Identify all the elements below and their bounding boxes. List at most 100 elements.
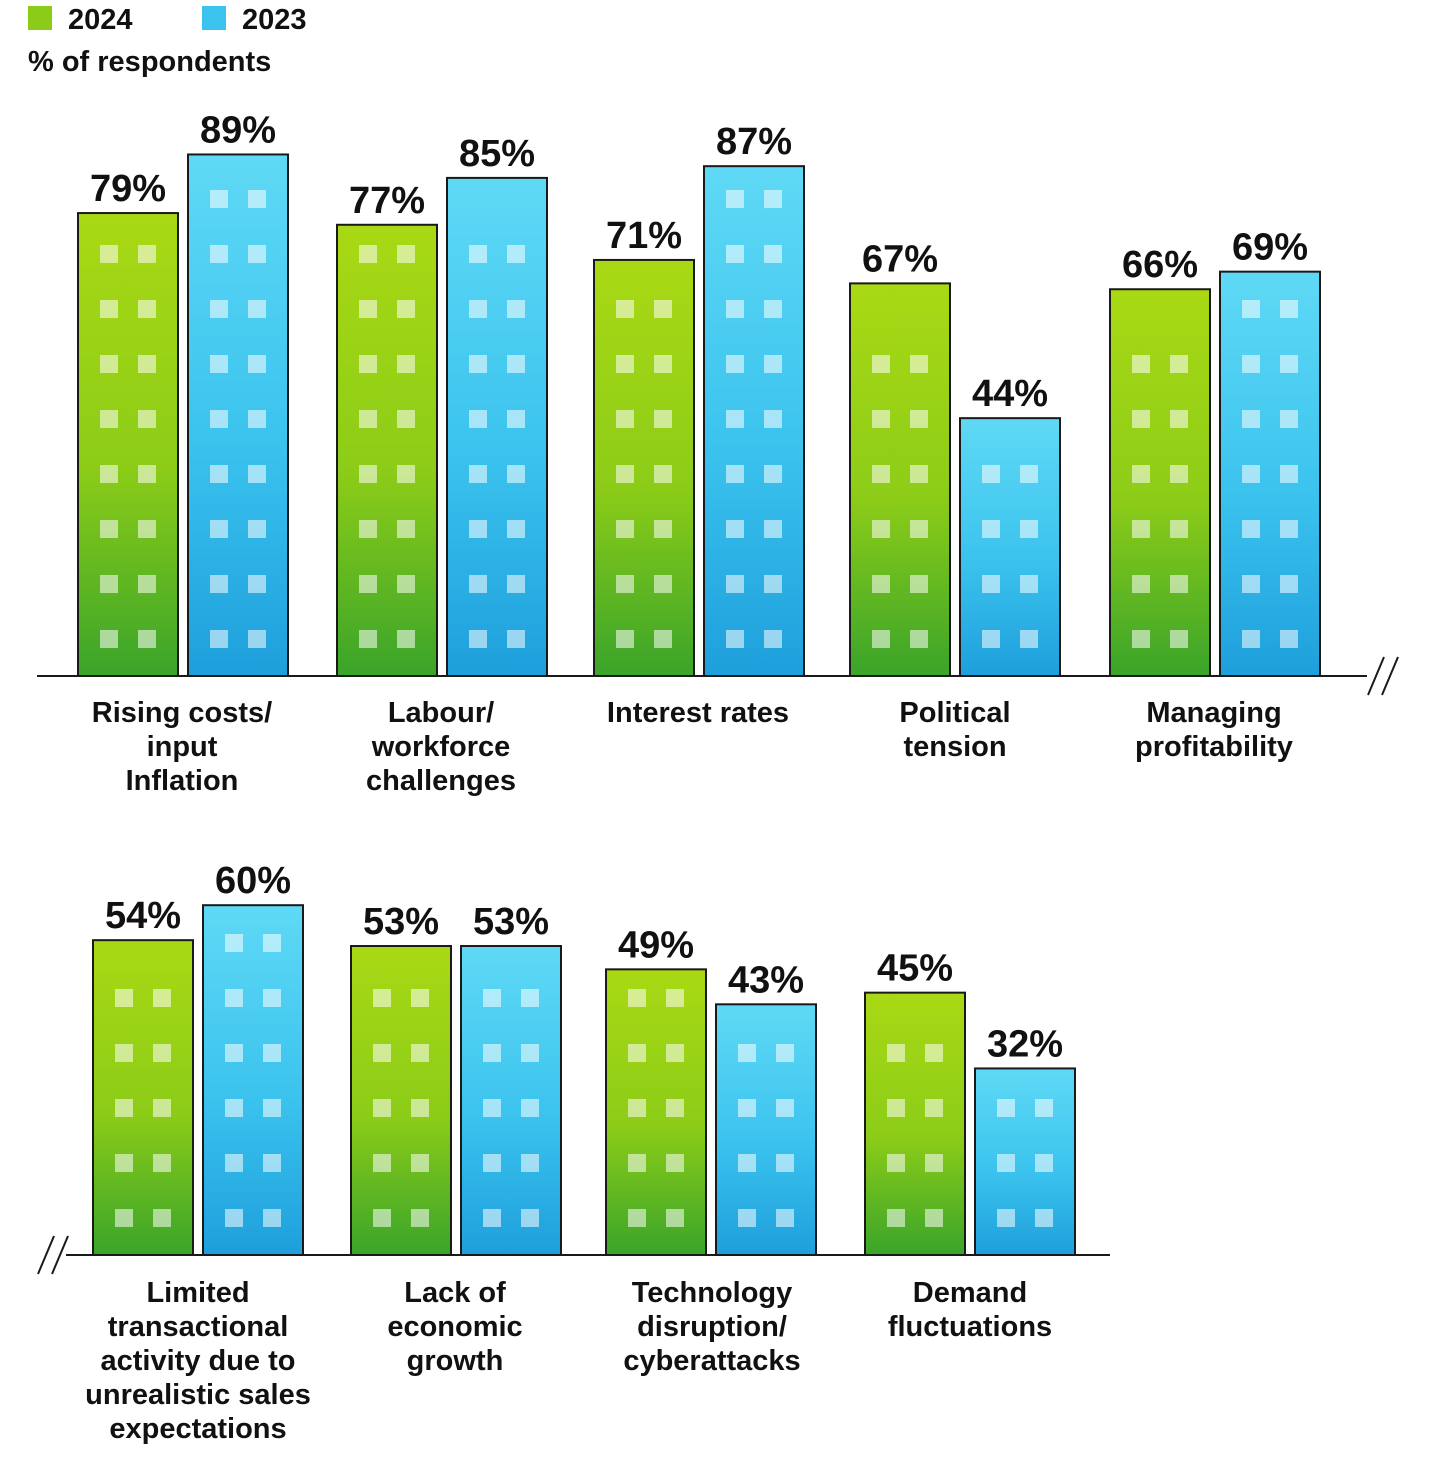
bar-window-decoration <box>872 575 890 593</box>
bar-window-decoration <box>100 575 118 593</box>
data-label: 79% <box>90 168 166 210</box>
bar-window-decoration <box>982 630 1000 648</box>
bar-window-decoration <box>153 1044 171 1062</box>
bar-window-decoration <box>764 465 782 483</box>
bar-window-decoration <box>359 575 377 593</box>
bar-window-decoration <box>138 245 156 263</box>
bar-window-decoration <box>1020 630 1038 648</box>
axis-break-mark <box>37 1235 55 1275</box>
bar-window-decoration <box>100 520 118 538</box>
bar-window-decoration <box>1035 1099 1053 1117</box>
axis-break-mark <box>1381 656 1399 696</box>
bar-window-decoration <box>1170 520 1188 538</box>
bar-window-decoration <box>521 1154 539 1172</box>
bar-window-decoration <box>872 410 890 428</box>
bar-window-decoration <box>738 1099 756 1117</box>
bar-window-decoration <box>507 465 525 483</box>
bar-window-decoration <box>726 410 744 428</box>
bar-window-decoration <box>616 630 634 648</box>
bar-window-decoration <box>263 1209 281 1227</box>
bar-window-decoration <box>359 410 377 428</box>
data-label: 87% <box>716 121 792 163</box>
bar-window-decoration <box>115 1209 133 1227</box>
bar-window-decoration <box>666 1154 684 1172</box>
bar-window-decoration <box>726 190 744 208</box>
bar-window-decoration <box>411 1044 429 1062</box>
bar-window-decoration <box>982 465 1000 483</box>
bar-window-decoration <box>210 355 228 373</box>
bar-window-decoration <box>776 1099 794 1117</box>
bar-window-decoration <box>738 1044 756 1062</box>
bar-window-decoration <box>616 355 634 373</box>
data-label: 60% <box>215 860 291 902</box>
bar-window-decoration <box>726 355 744 373</box>
data-label: 44% <box>972 373 1048 415</box>
bar-window-decoration <box>1170 355 1188 373</box>
bar-window-decoration <box>616 410 634 428</box>
bar-window-decoration <box>616 300 634 318</box>
bar-window-decoration <box>115 989 133 1007</box>
bar-window-decoration <box>373 1099 391 1117</box>
bar-2023 <box>959 417 1061 677</box>
data-label: 67% <box>862 238 938 280</box>
bar-window-decoration <box>1170 465 1188 483</box>
bar-window-decoration <box>507 410 525 428</box>
bar-window-decoration <box>469 575 487 593</box>
bar-window-decoration <box>1020 520 1038 538</box>
category-label: Inflation <box>126 765 239 797</box>
data-label: 53% <box>363 901 439 943</box>
bar-window-decoration <box>910 465 928 483</box>
bar-window-decoration <box>628 1209 646 1227</box>
bar-window-decoration <box>469 465 487 483</box>
bar-window-decoration <box>666 989 684 1007</box>
bar-window-decoration <box>507 520 525 538</box>
bar-window-decoration <box>887 1099 905 1117</box>
bar-window-decoration <box>738 1154 756 1172</box>
bar-window-decoration <box>263 1044 281 1062</box>
bar-window-decoration <box>359 465 377 483</box>
bar-window-decoration <box>210 520 228 538</box>
bar-window-decoration <box>469 245 487 263</box>
category-label: workforce <box>371 731 511 763</box>
category-label: tension <box>903 731 1006 763</box>
bar-window-decoration <box>100 465 118 483</box>
bar-2023 <box>974 1067 1076 1256</box>
category-label: unrealistic sales <box>85 1379 311 1411</box>
bar-window-decoration <box>776 1154 794 1172</box>
axis-break-mark <box>51 1235 69 1275</box>
legend-swatch-2023 <box>202 6 226 30</box>
bar-window-decoration <box>764 630 782 648</box>
bar-window-decoration <box>115 1099 133 1117</box>
bar-2024 <box>92 939 194 1256</box>
bar-window-decoration <box>1242 630 1260 648</box>
category-label: activity due to <box>101 1345 296 1377</box>
bar-window-decoration <box>910 630 928 648</box>
bar-window-decoration <box>507 245 525 263</box>
bar-window-decoration <box>210 410 228 428</box>
chart-legend: 2024 2023 <box>28 4 307 36</box>
bar-window-decoration <box>726 630 744 648</box>
bar-window-decoration <box>925 1209 943 1227</box>
bar-2024 <box>849 282 951 677</box>
bar-window-decoration <box>210 465 228 483</box>
category-label: Managing <box>1146 697 1281 729</box>
category-label: Rising costs/ <box>92 697 273 729</box>
bar-window-decoration <box>982 575 1000 593</box>
bar-window-decoration <box>397 300 415 318</box>
bar-window-decoration <box>469 355 487 373</box>
data-label: 54% <box>105 895 181 937</box>
data-label: 49% <box>618 924 694 966</box>
bar-window-decoration <box>1280 630 1298 648</box>
data-label: 43% <box>728 959 804 1001</box>
bar-window-decoration <box>411 989 429 1007</box>
bar-window-decoration <box>359 520 377 538</box>
bar-window-decoration <box>359 245 377 263</box>
bar-window-decoration <box>469 520 487 538</box>
bar-window-decoration <box>628 989 646 1007</box>
bar-window-decoration <box>925 1099 943 1117</box>
bar-window-decoration <box>225 934 243 952</box>
bar-window-decoration <box>483 1209 501 1227</box>
